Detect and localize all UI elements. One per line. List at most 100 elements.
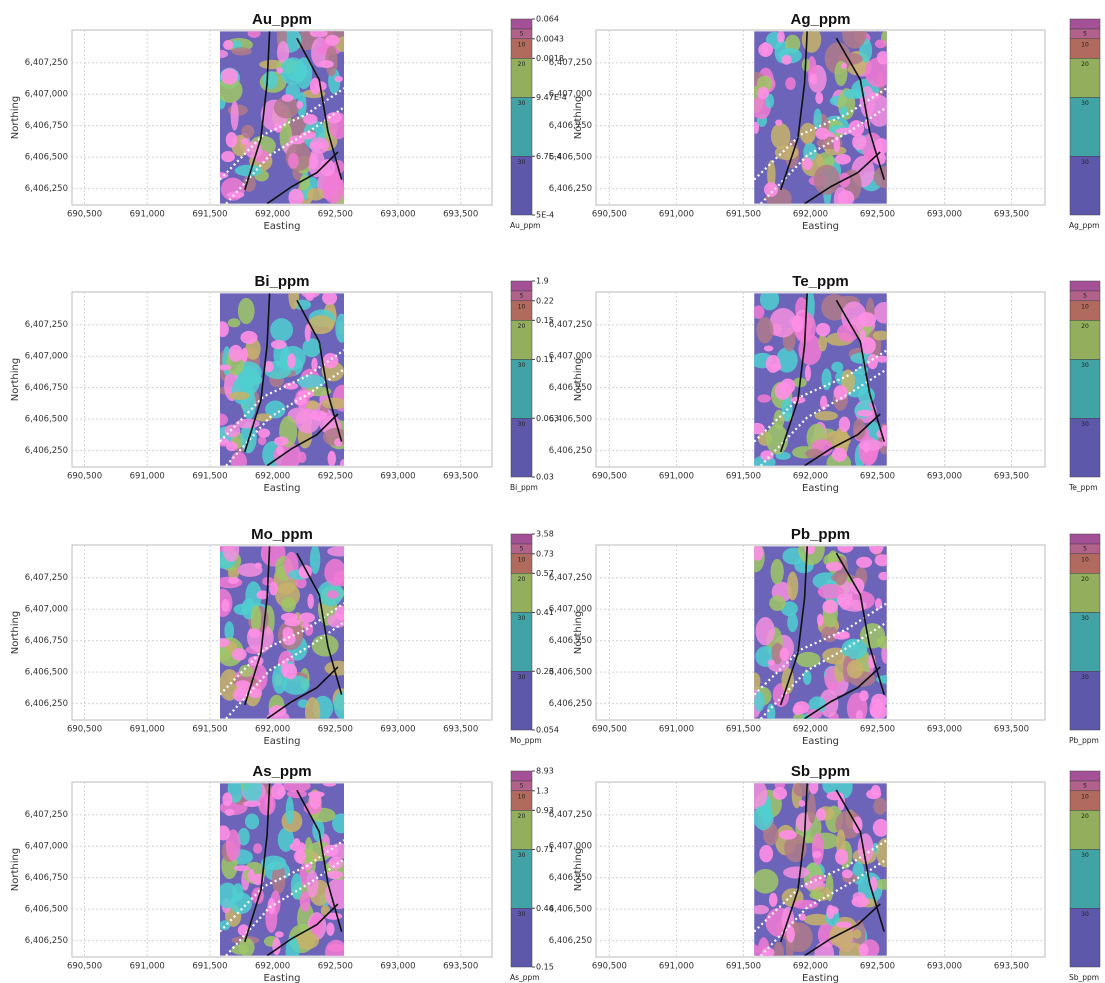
x-tick-label: 693,500 (443, 725, 478, 735)
y-tick-label: 6,407,000 (549, 605, 592, 615)
anomaly-blob (841, 869, 853, 879)
panel-title: Au_ppm (252, 11, 312, 28)
anomaly-image (219, 31, 345, 204)
anomaly-blob (257, 428, 271, 438)
anomaly-blob (270, 339, 287, 350)
anomaly-blob (241, 124, 255, 139)
anomaly-blob (242, 783, 263, 803)
anomaly-blob (231, 648, 247, 661)
x-tick-label: 691,500 (726, 962, 761, 972)
anomaly-blob (867, 353, 879, 370)
anomaly-image (754, 546, 887, 719)
panel-title: Mo_ppm (251, 526, 313, 543)
legend-percent: 10 (518, 793, 526, 800)
y-tick-label: 6,407,250 (25, 573, 68, 583)
anomaly-blob (862, 442, 870, 453)
anomaly-blob (847, 640, 859, 650)
anomaly-blob (869, 92, 880, 99)
y-tick-label: 6,407,250 (25, 810, 68, 820)
legend-cap (1069, 280, 1101, 292)
x-tick-label: 693,500 (443, 472, 478, 482)
anomaly-blob (219, 49, 229, 59)
legend-break: 0.11 (536, 355, 554, 364)
x-tick-label: 692,500 (860, 210, 895, 220)
y-tick-label: 6,406,750 (25, 383, 68, 393)
x-tick-label: 693,500 (994, 962, 1029, 972)
anomaly-blob (754, 904, 770, 915)
fault-trace (779, 31, 808, 191)
colour-legend: 5 10 20 30 30 Sb_ppm (1069, 770, 1101, 982)
dyke-trace (760, 858, 887, 956)
legend-cap (510, 770, 533, 782)
legend-segment (510, 908, 533, 968)
legend-break: 0.23 (536, 667, 554, 676)
legend-break: 0.57 (536, 569, 554, 578)
legend-break: 8.93 (536, 767, 554, 776)
fault-trace (244, 293, 271, 453)
anomaly-blob (226, 191, 245, 199)
anomaly-blob (307, 315, 335, 335)
map-panel: 690,500 691,000 691,500 692,000 692,500 693,0… (549, 11, 1101, 232)
legend-cap (510, 533, 533, 545)
legend-break: 1.9 (536, 277, 549, 286)
anomaly-blob (870, 703, 887, 719)
anomaly-blob (838, 631, 850, 638)
anomaly-blob (237, 366, 261, 395)
anomaly-blob (820, 395, 828, 411)
fault-trace (244, 31, 271, 191)
anomaly-blob (333, 570, 345, 587)
legend-break: 0.41 (536, 608, 554, 617)
legend-percent: 30 (518, 674, 526, 681)
x-tick-label: 691,500 (726, 725, 761, 735)
anomaly-blob (237, 827, 250, 846)
anomaly-blob (846, 660, 864, 679)
legend-percent: 5 (520, 782, 524, 789)
anomaly-blob (815, 322, 831, 337)
anomaly-blob (754, 121, 760, 134)
anomaly-blob (771, 642, 784, 665)
legend-segment (1069, 612, 1101, 672)
anomaly-blob (230, 451, 247, 466)
anomaly-blob (864, 57, 887, 88)
anomaly-blob (816, 613, 824, 627)
anomaly-blob (245, 140, 262, 159)
anomaly-blob (260, 855, 287, 871)
anomaly-blob (235, 680, 251, 689)
x-axis-label: Easting (263, 973, 300, 983)
x-tick-label: 691,500 (726, 210, 761, 220)
anomaly-blob (241, 347, 248, 363)
y-tick-label: 6,406,250 (549, 936, 592, 946)
x-tick-label: 691,000 (130, 962, 165, 972)
x-tick-label: 692,000 (255, 472, 290, 482)
anomaly-blob (814, 411, 838, 421)
legend-break: 5E-4 (536, 211, 554, 220)
panel-title: As_ppm (252, 763, 311, 780)
x-tick-label: 692,000 (255, 962, 290, 972)
anomaly-blob (858, 439, 884, 451)
y-axis-label: Northing (573, 611, 584, 654)
legend-percent: 10 (518, 556, 526, 563)
map-panel: 690,500 691,000 691,500 692,000 692,500 693,0… (10, 763, 554, 983)
anomaly-blob (280, 612, 298, 622)
anomaly-blob (270, 318, 294, 342)
legend-caption: Te_ppm (1068, 483, 1098, 492)
anomaly-blob (271, 863, 286, 894)
fault-trace (266, 903, 339, 956)
anomaly-blob (825, 561, 843, 572)
anomaly-blob (274, 122, 283, 133)
anomaly-blob (785, 77, 796, 91)
legend-break: 0.73 (536, 549, 554, 558)
x-tick-label: 691,500 (192, 725, 227, 735)
anomaly-image (754, 31, 887, 204)
x-tick-label: 693,000 (380, 962, 415, 972)
anomaly-image (219, 546, 345, 719)
anomaly-blob (333, 691, 345, 719)
legend-break: 0.0018 (536, 54, 564, 63)
legend-percent: 30 (518, 911, 526, 918)
anomaly-blob (309, 410, 328, 421)
y-axis-label: Northing (573, 358, 584, 401)
anomaly-blob (262, 71, 278, 90)
anomaly-blob (307, 593, 314, 609)
anomaly-blob (228, 576, 240, 584)
